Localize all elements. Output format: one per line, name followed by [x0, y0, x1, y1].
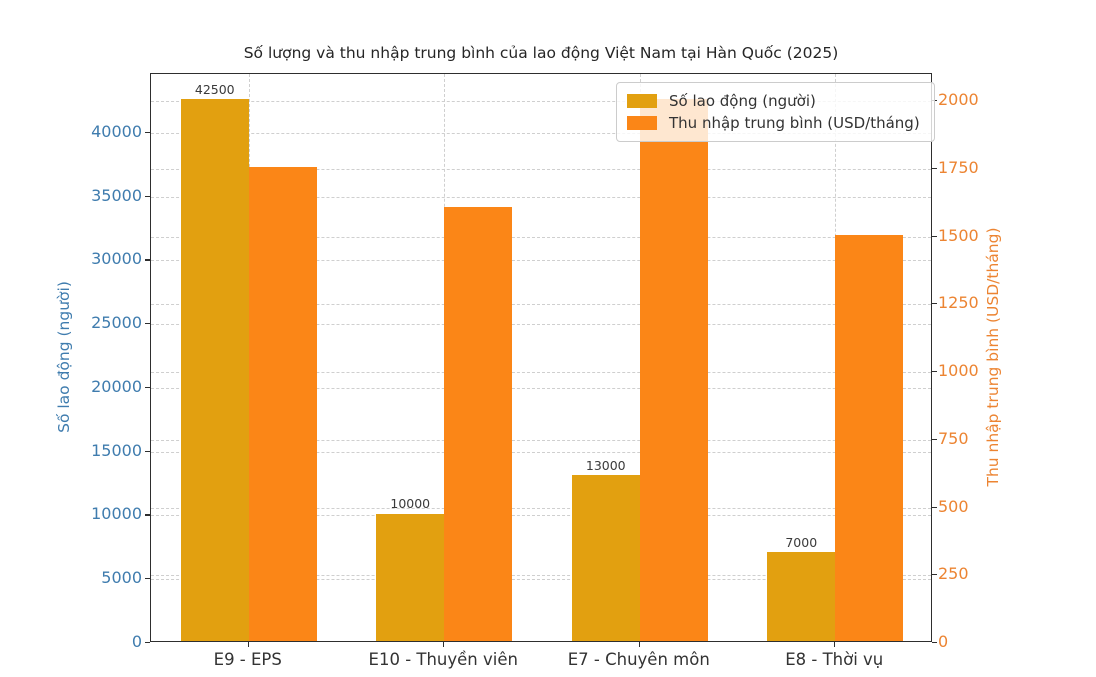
- gridline-right-axis: [151, 507, 931, 509]
- gridline-right-axis: [151, 575, 931, 577]
- legend: Số lao động (người) Thu nhập trung bình (…: [616, 82, 935, 142]
- left-tick-label: 5000: [101, 568, 142, 588]
- right-tick-mark: [932, 167, 937, 170]
- x-tick-label: E9 - EPS: [213, 650, 282, 669]
- bar-workers: [376, 513, 445, 641]
- x-tick-mark: [638, 642, 640, 647]
- right-tick-mark: [932, 235, 937, 237]
- gridline-right-axis: [151, 439, 931, 441]
- bar-value-label: 7000: [785, 534, 818, 550]
- legend-item-label: Thu nhập trung bình (USD/tháng): [669, 114, 920, 132]
- gridline-left-axis: [151, 579, 931, 581]
- right-tick-mark: [932, 574, 937, 576]
- right-tick-mark: [932, 303, 937, 305]
- left-tick-mark: [145, 642, 150, 644]
- left-tick-mark: [145, 514, 150, 516]
- gridline-left-axis: [151, 196, 931, 198]
- left-tick-label: 20000: [91, 376, 142, 396]
- left-tick-mark: [145, 195, 150, 197]
- left-tick-label: 25000: [91, 313, 142, 333]
- left-tick-mark: [145, 131, 150, 134]
- gridline-right-axis: [151, 168, 931, 170]
- gridline-left-axis: [151, 324, 931, 326]
- left-tick-mark: [145, 323, 150, 325]
- legend-item: Thu nhập trung bình (USD/tháng): [627, 112, 920, 134]
- left-tick-mark: [145, 259, 150, 261]
- bar-value-label: 13000: [585, 458, 626, 474]
- left-tick-label: 30000: [91, 249, 142, 269]
- gridline-left-axis: [151, 132, 931, 134]
- gridline-right-axis: [151, 372, 931, 374]
- x-tick-label: E7 - Chuyên môn: [567, 650, 710, 669]
- right-tick-label: 750: [938, 428, 969, 448]
- left-tick-label: 15000: [91, 440, 142, 460]
- bar-workers: [571, 475, 640, 641]
- right-tick-label: 2000: [938, 90, 979, 110]
- x-tick-label: E8 - Thời vụ: [785, 650, 884, 669]
- x-tick-label: E10 - Thuyền viên: [368, 650, 518, 669]
- legend-item-label: Số lao động (người): [669, 92, 816, 110]
- left-tick-mark: [145, 450, 150, 452]
- left-tick-label: 0: [131, 632, 142, 651]
- x-tick-mark: [247, 642, 249, 647]
- left-tick-label: 10000: [91, 504, 142, 524]
- left-tick-label: 35000: [91, 185, 142, 205]
- right-axis-title: Thu nhập trung bình (USD/tháng): [984, 227, 1002, 487]
- gridline-left-axis: [151, 451, 931, 453]
- gridline-left-axis: [151, 260, 931, 262]
- bar-income: [248, 166, 317, 641]
- right-tick-mark: [932, 506, 937, 508]
- bar-workers: [767, 551, 836, 641]
- chart-title: Số lượng và thu nhập trung bình của lao …: [243, 44, 839, 62]
- gridline-left-axis: [151, 387, 931, 389]
- bar-value-label: 42500: [194, 82, 235, 98]
- bar-workers: [180, 99, 249, 641]
- right-tick-label: 1500: [938, 225, 979, 245]
- left-tick-mark: [145, 578, 150, 580]
- left-axis-title: Số lao động (người): [55, 281, 73, 433]
- gridline-left-axis: [151, 515, 931, 517]
- right-tick-label: 1000: [938, 361, 979, 381]
- legend-item: Số lao động (người): [627, 90, 920, 112]
- gridline-right-axis: [151, 236, 931, 238]
- right-tick-mark: [932, 438, 937, 440]
- left-tick-mark: [145, 386, 150, 389]
- right-tick-label: 500: [938, 496, 969, 516]
- right-tick-mark: [932, 371, 937, 373]
- right-tick-mark: [932, 642, 937, 644]
- right-tick-label: 1250: [938, 293, 979, 313]
- right-tick-label: 1750: [938, 157, 979, 177]
- x-tick-mark: [834, 642, 836, 647]
- right-tick-label: 0: [938, 632, 949, 651]
- legend-swatch: [627, 116, 657, 130]
- bar-value-label: 10000: [390, 496, 431, 512]
- right-tick-label: 250: [938, 564, 969, 584]
- gridline-right-axis: [151, 304, 931, 306]
- left-tick-label: 40000: [91, 121, 142, 141]
- bar-income: [835, 234, 904, 641]
- x-tick-mark: [443, 642, 445, 647]
- plot-area: 42500 10000 13000 7000: [150, 73, 932, 642]
- bar-income: [444, 207, 513, 641]
- bar-income: [639, 99, 708, 641]
- legend-swatch: [627, 94, 657, 108]
- gridline-right-axis: [151, 101, 931, 103]
